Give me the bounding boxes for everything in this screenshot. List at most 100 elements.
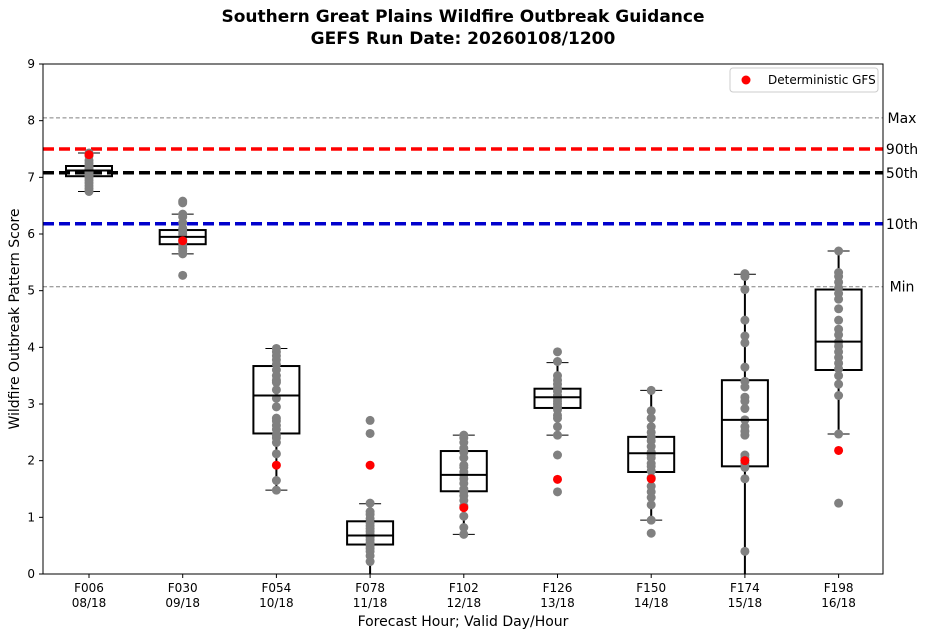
- x-tick-label-valid: 14/18: [634, 596, 669, 610]
- reference-label-10th: 10th: [886, 217, 918, 233]
- member-point: [271, 485, 281, 495]
- box-f198: [814, 246, 863, 508]
- x-tick-label-valid: 10/18: [259, 596, 294, 610]
- x-tick-label-hour: F054: [261, 581, 291, 595]
- reference-line-labels: Max 90th 50th 10th Min: [886, 111, 918, 296]
- x-tick-label-hour: F126: [543, 581, 573, 595]
- member-point: [740, 362, 750, 372]
- member-point: [365, 557, 375, 567]
- box-f126: [533, 347, 582, 497]
- y-tick-label: 0: [27, 567, 35, 581]
- box-f102: [439, 430, 488, 539]
- member-point: [271, 476, 281, 485]
- x-axis-label: Forecast Hour; Valid Day/Hour: [358, 614, 569, 630]
- member-point: [834, 294, 844, 304]
- member-point: [646, 493, 656, 502]
- member-point: [740, 382, 750, 392]
- box-f030: [158, 196, 207, 280]
- y-tick-label: 6: [27, 227, 35, 241]
- member-point: [740, 331, 750, 341]
- y-tick-label: 3: [27, 397, 35, 411]
- deterministic-point: [553, 474, 562, 484]
- x-tick-label-valid: 15/18: [728, 596, 763, 610]
- legend: Deterministic GFS: [729, 67, 879, 93]
- member-point: [365, 428, 375, 438]
- member-point: [834, 304, 844, 314]
- member-point: [553, 413, 562, 423]
- box-f174: [720, 269, 769, 575]
- member-point: [553, 450, 562, 460]
- member-point: [84, 187, 94, 196]
- member-point: [365, 415, 375, 425]
- x-tick-label-hour: F102: [449, 581, 479, 595]
- deterministic-point: [271, 460, 281, 470]
- member-point: [834, 246, 844, 256]
- y-tick-label: 5: [27, 284, 35, 298]
- legend-box: [729, 67, 879, 93]
- x-tick-label-hour: F198: [824, 581, 854, 595]
- x-tick-label-valid: 12/18: [447, 596, 482, 610]
- x-tick-label-valid: 08/18: [72, 596, 107, 610]
- x-tick-label-valid: 09/18: [165, 596, 200, 610]
- member-point: [740, 474, 750, 484]
- y-tick-label: 2: [27, 454, 35, 468]
- member-point: [365, 498, 375, 508]
- member-point: [553, 357, 562, 366]
- member-point: [834, 391, 844, 400]
- member-point: [646, 515, 656, 525]
- box-f078: [346, 415, 395, 575]
- box-f006: [65, 148, 113, 196]
- member-point: [834, 330, 844, 340]
- reference-label-50th: 50th: [886, 166, 918, 182]
- member-point: [459, 453, 469, 463]
- member-point: [178, 270, 188, 280]
- member-point: [553, 347, 562, 357]
- deterministic-point: [459, 503, 469, 513]
- deterministic-point: [646, 474, 656, 484]
- member-point: [834, 498, 844, 508]
- member-point: [646, 466, 656, 476]
- member-point: [740, 396, 750, 406]
- y-tick-label: 4: [27, 340, 35, 354]
- member-point: [271, 385, 281, 395]
- member-point: [646, 406, 656, 416]
- member-point: [271, 449, 281, 459]
- member-point: [271, 402, 281, 412]
- member-point: [459, 529, 469, 539]
- y-tick-label: 1: [27, 510, 35, 524]
- x-tick-label-hour: F078: [355, 581, 385, 595]
- box-f054: [252, 343, 301, 495]
- member-point: [459, 523, 469, 533]
- member-point: [646, 413, 656, 423]
- member-point: [834, 379, 844, 389]
- deterministic-point: [84, 150, 94, 160]
- member-point: [646, 385, 656, 395]
- y-tick-label: 9: [27, 57, 35, 71]
- legend-marker: [741, 75, 751, 85]
- member-point: [740, 285, 750, 295]
- member-point: [834, 371, 844, 381]
- member-point: [271, 438, 281, 448]
- member-point: [646, 500, 656, 510]
- x-tick-label-valid: 13/18: [540, 596, 575, 610]
- box-f150: [627, 385, 676, 538]
- member-point: [553, 430, 562, 440]
- y-tick-label: 7: [27, 170, 35, 184]
- reference-label-90th: 90th: [886, 142, 918, 158]
- y-axis-label: Wildfire Outbreak Pattern Score: [7, 208, 23, 429]
- chart-title-line2: GEFS Run Date: 20260108/1200: [311, 29, 616, 49]
- member-point: [740, 430, 750, 440]
- member-point: [740, 272, 750, 281]
- x-tick-label-valid: 11/18: [353, 596, 388, 610]
- y-tick-label: 8: [27, 114, 35, 128]
- deterministic-point: [365, 460, 375, 470]
- member-point: [553, 487, 562, 497]
- x-tick-label-hour: F006: [74, 581, 104, 595]
- plot-area: [43, 117, 883, 575]
- member-point: [178, 249, 188, 259]
- member-point: [834, 315, 844, 325]
- x-tick-label-hour: F174: [730, 581, 760, 595]
- member-point: [740, 546, 750, 556]
